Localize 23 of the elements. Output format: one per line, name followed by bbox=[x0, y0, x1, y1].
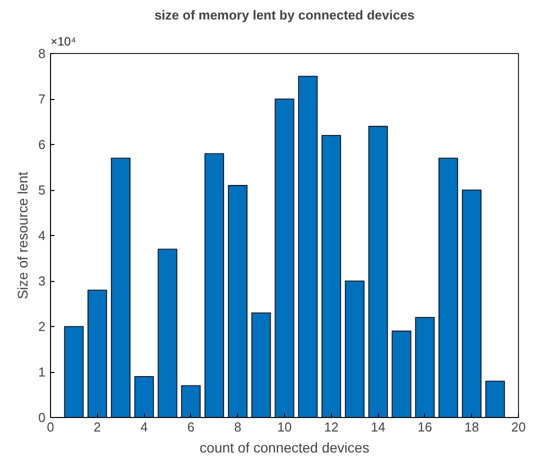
y-tick-label: 3 bbox=[38, 274, 46, 288]
y-tick-label: 5 bbox=[38, 182, 46, 198]
x-tick-label: 6 bbox=[187, 420, 195, 434]
text: ×10⁴ bbox=[50, 34, 76, 48]
x-tick-label: 4 bbox=[140, 420, 148, 434]
x-tick-label: 20 bbox=[511, 420, 526, 434]
y-tick-label: 7 bbox=[38, 92, 46, 106]
x-tick-label: 2 bbox=[94, 420, 101, 434]
y-tick-label: 8 bbox=[38, 46, 46, 61]
x-tick-label: 10 bbox=[277, 420, 292, 434]
x-tick-label: 16 bbox=[418, 420, 432, 434]
y-tick-label: 1 bbox=[38, 364, 46, 380]
x-tick-label: 12 bbox=[324, 420, 339, 434]
x-axis-title: count of connected devices bbox=[200, 440, 370, 456]
y-tick-label: 0 bbox=[38, 410, 46, 425]
y-axis-title: Size of resource lent bbox=[14, 172, 30, 300]
y-tick-label: 4 bbox=[38, 228, 46, 243]
chart-title: size of memory lent by connected devices bbox=[154, 8, 415, 22]
y-tick-label: 2 bbox=[38, 319, 46, 334]
x-tick-label: 8 bbox=[234, 420, 242, 434]
x-tick-label: 14 bbox=[370, 420, 386, 434]
y-tick-label: 6 bbox=[38, 137, 46, 152]
x-tick-label: 18 bbox=[464, 420, 479, 434]
